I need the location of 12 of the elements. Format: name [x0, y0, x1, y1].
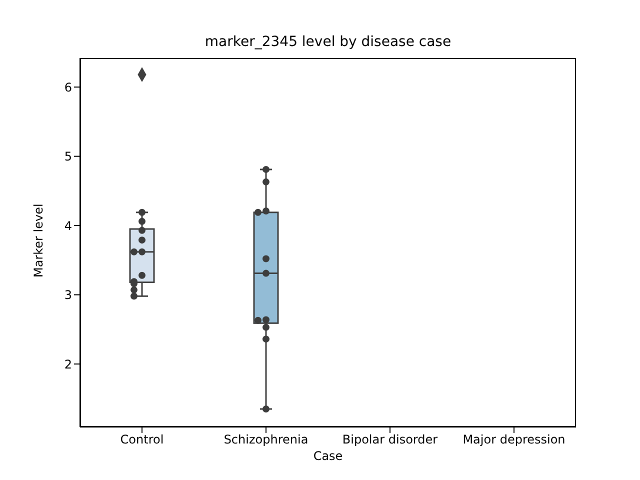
chart-title: marker_2345 level by disease case	[204, 34, 452, 50]
y-axis-title: Marker level	[31, 204, 46, 278]
y-tick-label: 5	[64, 150, 72, 164]
x-tick-label: Schizophrenia	[224, 432, 308, 447]
y-tick-label: 6	[64, 80, 72, 94]
x-tick-label: Major depression	[462, 432, 566, 447]
y-tick-label: 2	[64, 357, 72, 372]
y-tick-label: 4	[64, 218, 72, 233]
x-axis-title: Case	[313, 449, 343, 463]
y-tick-label: 3	[64, 288, 72, 302]
x-tick-label: Control	[120, 432, 164, 447]
x-tick-label: Bipolar disorder	[342, 432, 438, 447]
